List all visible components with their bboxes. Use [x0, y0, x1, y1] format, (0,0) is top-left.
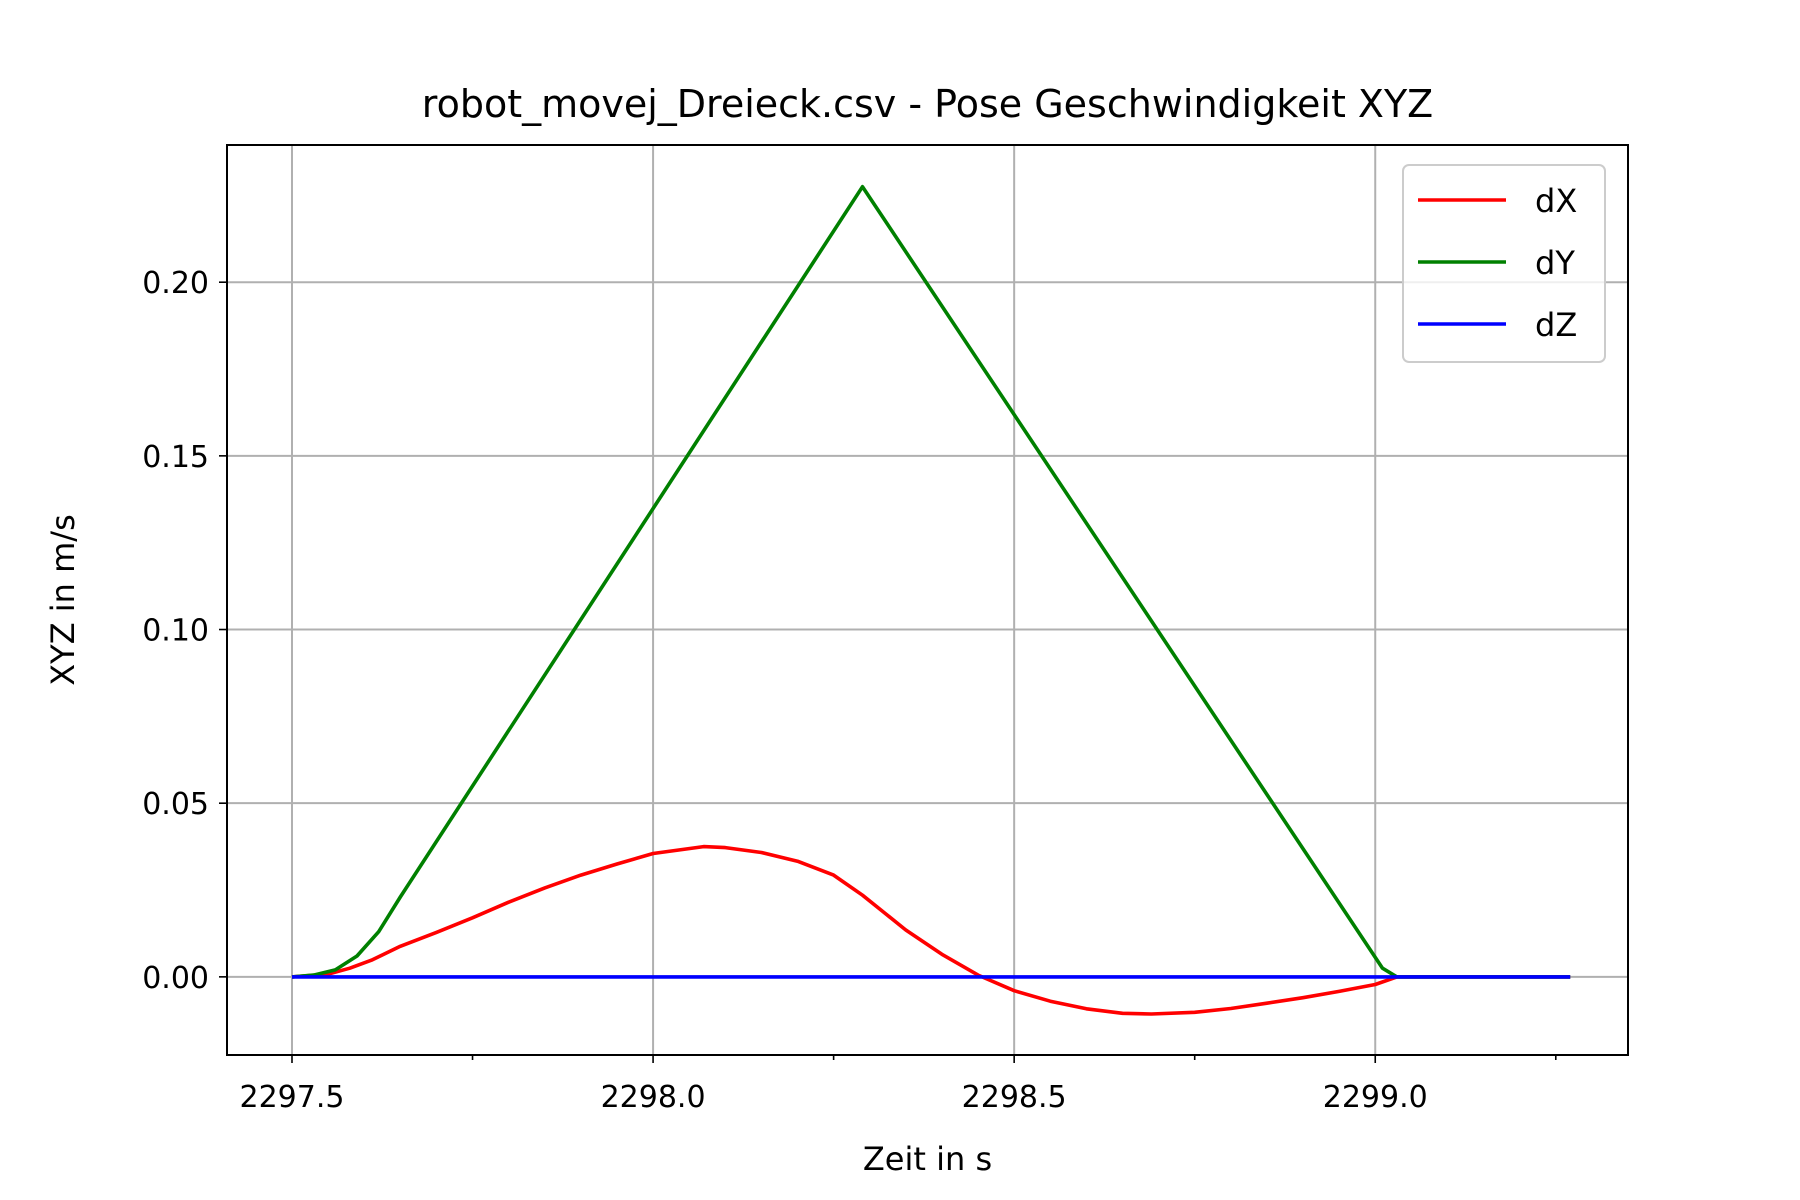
legend-label-dz: dZ: [1535, 306, 1577, 344]
y-tick-label: 0.00: [142, 961, 209, 996]
x-tick-label: 2298.0: [601, 1080, 706, 1115]
y-tick-label: 0.05: [142, 787, 209, 822]
chart-title: robot_movej_Dreieck.csv - Pose Geschwind…: [422, 82, 1433, 126]
y-tick-label: 0.20: [142, 266, 209, 301]
y-tick-label: 0.15: [142, 440, 209, 475]
x-axis-label: Zeit in s: [863, 1140, 992, 1178]
x-tick-label: 2299.0: [1323, 1080, 1428, 1115]
y-tick-label: 0.10: [142, 614, 209, 649]
axis-ticks: 2297.5 2298.0 2298.5 2299.0 0.00 0.05 0.10 0.15…: [142, 266, 1557, 1115]
plot-frame: [226, 144, 1629, 1056]
legend-label-dy: dY: [1535, 244, 1575, 282]
x-tick-label: 2298.5: [962, 1080, 1067, 1115]
legend: dX dY dZ: [1402, 164, 1606, 363]
legend-items: dX dY dZ: [1418, 182, 1577, 344]
series-lines: [291, 184, 1571, 1016]
legend-label-dx: dX: [1535, 182, 1577, 220]
y-axis-label: XYZ in m/s: [44, 514, 82, 686]
grid: [227, 145, 1628, 1055]
series-line-dx: [291, 844, 1571, 1016]
x-tick-label: 2297.5: [240, 1080, 345, 1115]
